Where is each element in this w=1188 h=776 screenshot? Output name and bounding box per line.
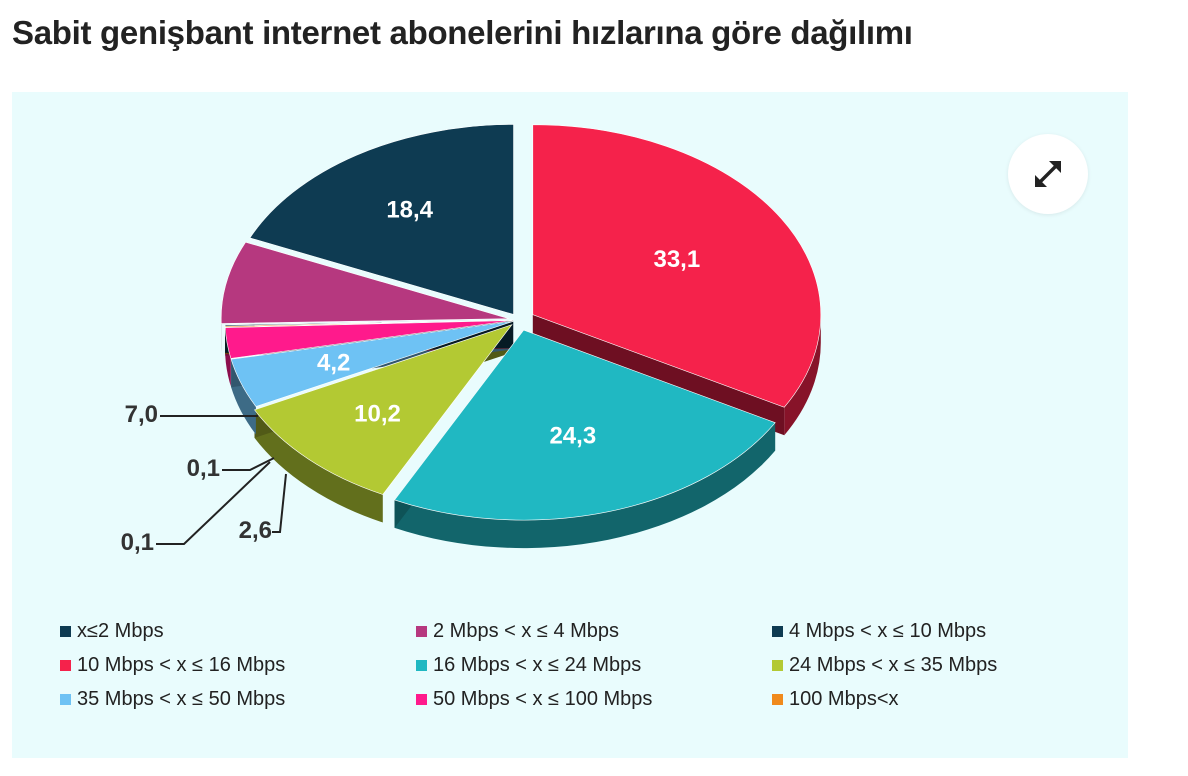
legend-label: 100 Mbps<x [789, 687, 899, 710]
slice-value-label: 0,1 [187, 455, 220, 482]
slice-value-label: 24,3 [549, 422, 596, 449]
pie-chart: 33,1 24,3 10,24,2 18,4 7,0 0,1 0,1 2,6 [121, 124, 822, 556]
slice-value-label: 18,4 [386, 196, 433, 223]
legend-swatch [416, 659, 427, 671]
legend-swatch [416, 693, 427, 705]
legend-label: 16 Mbps < x ≤ 24 Mbps [433, 653, 642, 676]
chart-legend: x≤2 Mbps 2 Mbps < x ≤ 4 Mbps 4 Mbps < x ≤ … [60, 618, 1060, 712]
slice-value-label: 33,1 [653, 246, 700, 273]
legend-label: x≤2 Mbps [77, 619, 164, 642]
legend-item: 4 Mbps < x ≤ 10 Mbps [772, 618, 1060, 644]
expand-button[interactable] [1008, 134, 1088, 214]
slice-value-label: 2,6 [239, 517, 272, 544]
pie-slice [394, 329, 776, 521]
legend-item: 16 Mbps < x ≤ 24 Mbps [416, 652, 772, 678]
legend-item: 2 Mbps < x ≤ 4 Mbps [416, 618, 772, 644]
legend-swatch [60, 659, 71, 671]
legend-label: 50 Mbps < x ≤ 100 Mbps [433, 687, 653, 710]
pie-slice [249, 124, 514, 315]
pie-slice [254, 324, 513, 495]
legend-item: x≤2 Mbps [60, 618, 416, 644]
pie-slice [224, 319, 514, 327]
legend-swatch [416, 625, 427, 637]
expand-arrows-icon [1035, 161, 1061, 187]
pie-slice [220, 241, 510, 324]
legend-swatch [772, 659, 783, 671]
legend-swatch [60, 693, 71, 705]
slice-value-label: 4,2 [317, 349, 350, 376]
legend-item: 10 Mbps < x ≤ 16 Mbps [60, 652, 416, 678]
pie-slice-side [394, 422, 776, 549]
legend-label: 35 Mbps < x ≤ 50 Mbps [77, 687, 286, 710]
legend-label: 2 Mbps < x ≤ 4 Mbps [433, 619, 620, 642]
pie-slice [230, 320, 514, 407]
legend-item: 24 Mbps < x ≤ 35 Mbps [772, 652, 1060, 678]
legend-item: 100 Mbps<x [772, 686, 1060, 712]
pie-slice-side [254, 409, 383, 523]
pie-slice-side [784, 314, 821, 436]
page-title: Sabit genişbant internet abonelerini hız… [12, 14, 913, 51]
legend-swatch [60, 625, 71, 637]
legend-label: 24 Mbps < x ≤ 35 Mbps [789, 653, 998, 676]
legend-label: 4 Mbps < x ≤ 10 Mbps [789, 619, 987, 642]
legend-label: 10 Mbps < x ≤ 16 Mbps [77, 653, 286, 676]
slice-value-label: 0,1 [121, 529, 154, 556]
legend-swatch [772, 625, 783, 637]
legend-item: 50 Mbps < x ≤ 100 Mbps [416, 686, 772, 712]
pie-slice [532, 124, 822, 408]
leader-line [156, 461, 271, 545]
slice-value-label: 7,0 [125, 401, 158, 428]
legend-item: 35 Mbps < x ≤ 50 Mbps [60, 686, 416, 712]
leader-line [272, 473, 287, 533]
slice-value-label: 10,2 [354, 400, 401, 427]
pie-slice [224, 320, 514, 359]
legend-swatch [772, 693, 783, 705]
leader-line [222, 457, 275, 471]
page-bottom-strip [0, 758, 1188, 776]
chart-figure: 33,1 24,3 10,2 4,2 18,4 7,0 0,1 0,1 2,6 x≤2 Mbps… [12, 92, 1128, 758]
